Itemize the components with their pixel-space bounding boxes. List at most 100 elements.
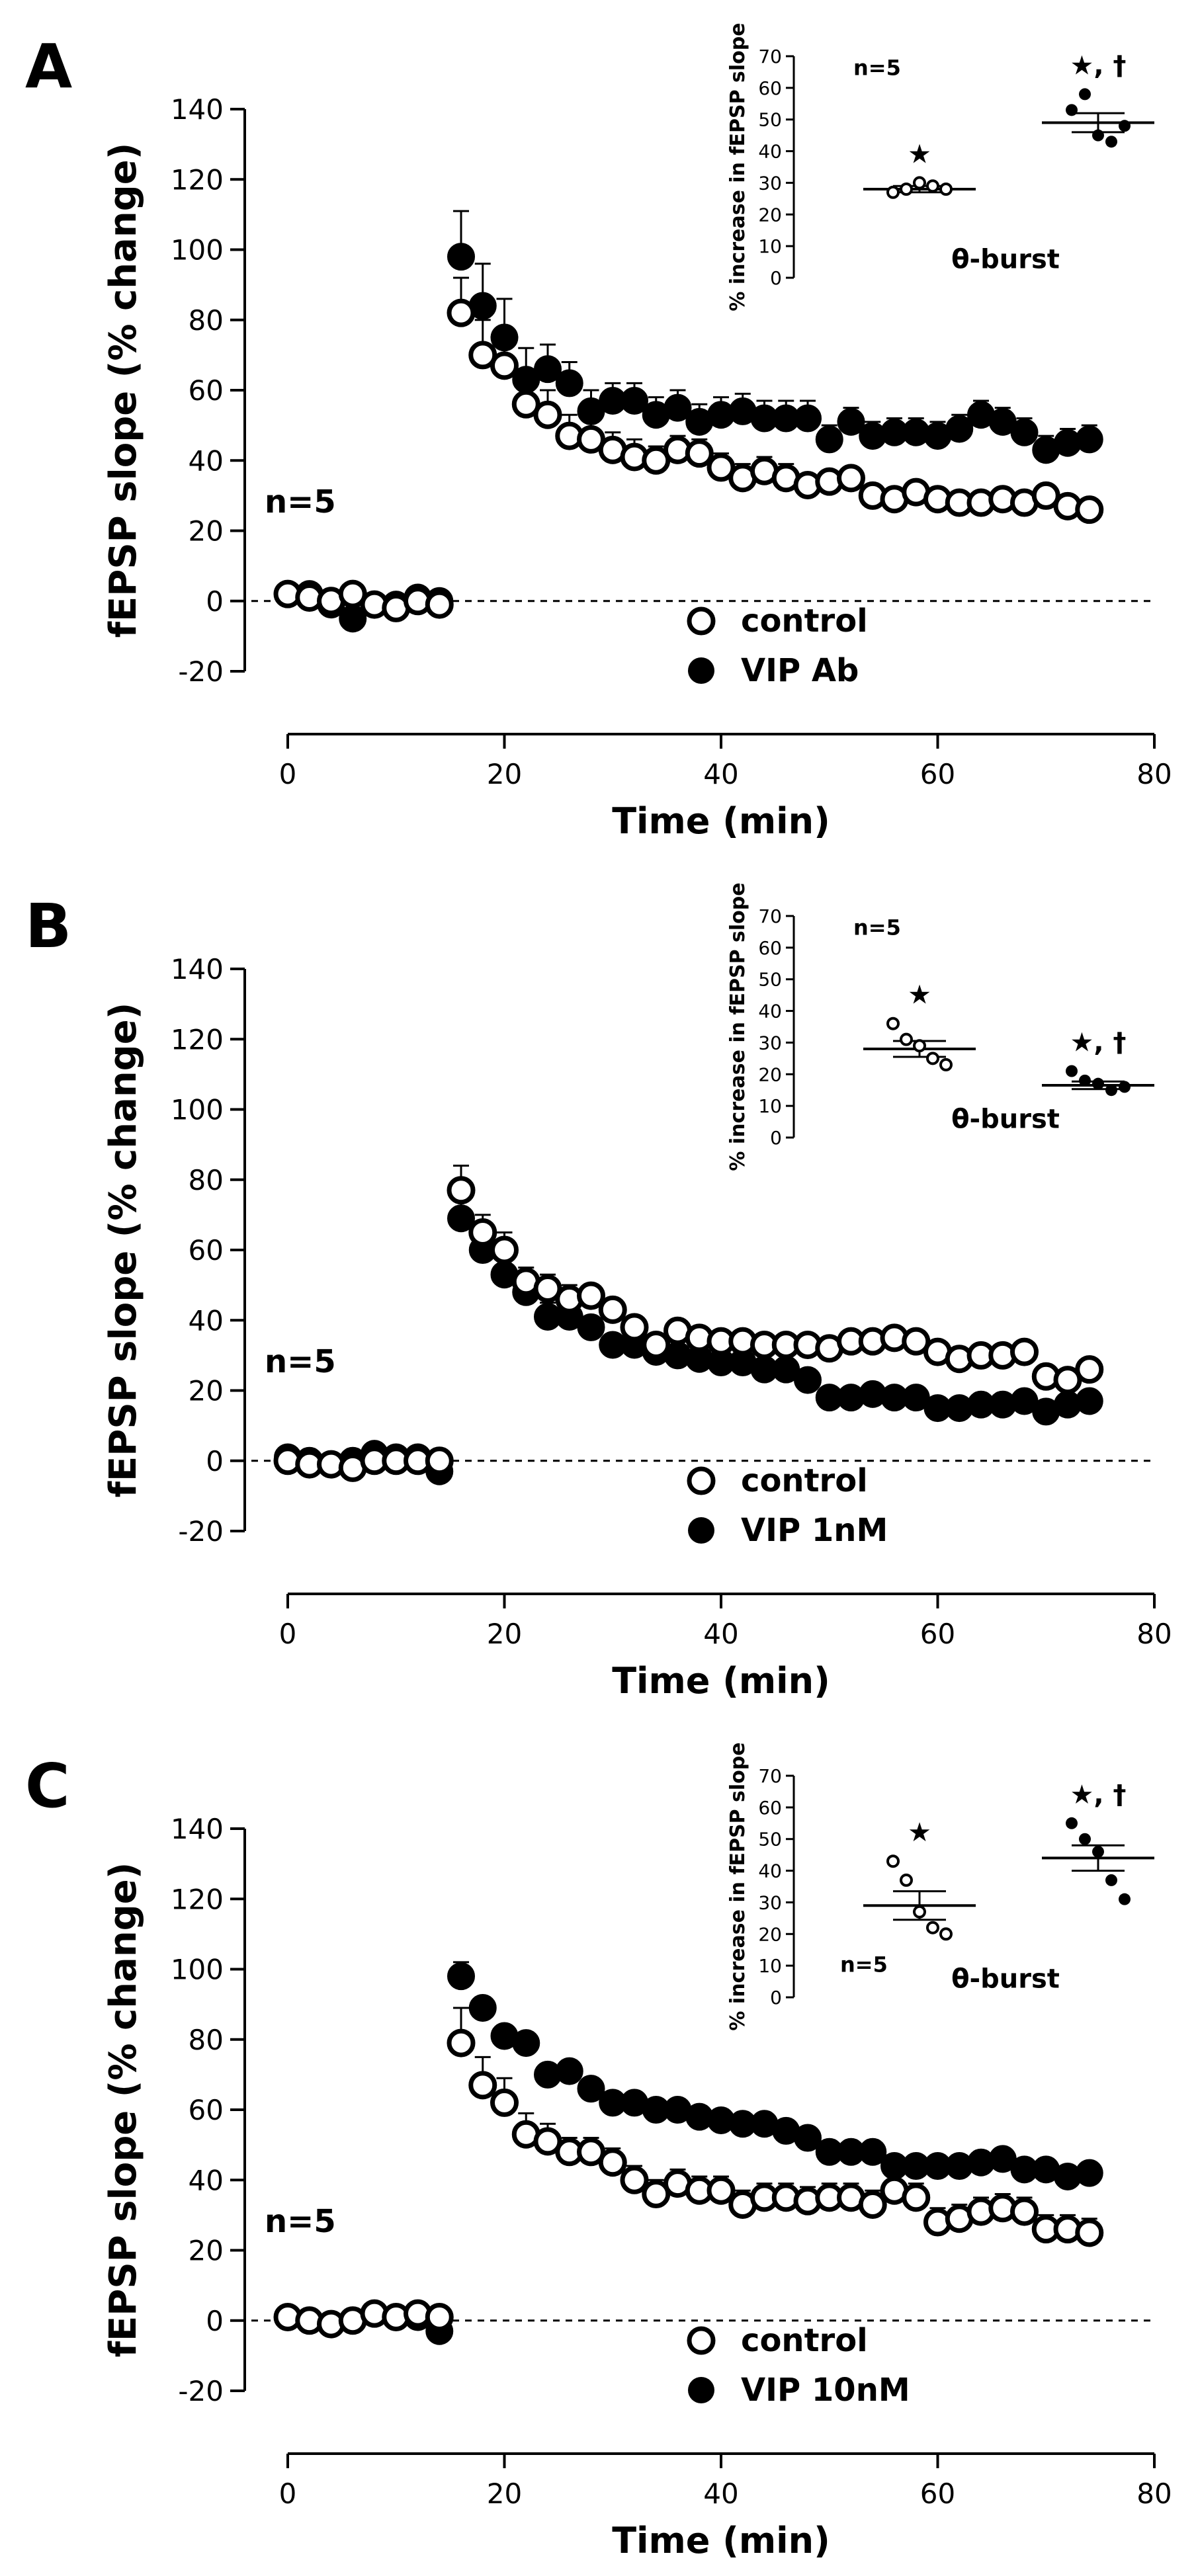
y-tick-label: 40 [189, 1304, 224, 1337]
inset-data-point [939, 1927, 953, 1941]
inset-data-point [1105, 1874, 1117, 1886]
inset-group-vip-10nm: ★, † [1042, 1780, 1154, 1905]
x-tick-label: 20 [487, 2477, 522, 2510]
data-point [642, 446, 671, 475]
data-point [1053, 1366, 1082, 1395]
data-point [837, 407, 865, 436]
inset-significance-label: ★, † [1070, 1780, 1127, 1810]
data-point [1075, 425, 1103, 454]
y-tick-label: 0 [206, 1445, 224, 1477]
legend: control VIP 10nM [687, 2322, 910, 2409]
inset-data-point [1105, 1084, 1117, 1097]
inset-y-tick-label: 40 [758, 141, 782, 163]
data-point [447, 1176, 476, 1205]
y-tick-label: 100 [171, 1094, 224, 1126]
inset-y-tick-label: 10 [758, 1095, 782, 1117]
data-point [598, 1295, 627, 1324]
inset-x-label: θ-burst [951, 1964, 1060, 1995]
inset-x-label: θ-burst [951, 1104, 1060, 1135]
data-point [468, 341, 497, 370]
x-axis-label: Time (min) [612, 800, 830, 842]
inset-data-point [886, 1854, 900, 1868]
inset-y-tick-label: 60 [758, 1797, 782, 1819]
inset-y-tick-label: 70 [758, 905, 782, 927]
data-point [642, 2180, 671, 2208]
data-point [620, 386, 648, 415]
inset-y-tick-label: 0 [770, 1127, 782, 1149]
x-tick-label: 80 [1136, 758, 1172, 790]
inset-significance-label: ★ [908, 980, 931, 1011]
data-point [425, 1446, 454, 1475]
inset-data-point [1092, 1845, 1104, 1858]
y-tick-label: -20 [178, 1515, 224, 1548]
data-point [685, 439, 714, 468]
data-point [468, 1993, 497, 2022]
inset-y-tick-label: 70 [758, 46, 782, 67]
x-tick-label: 60 [920, 2477, 955, 2510]
data-point [490, 2088, 519, 2117]
data-point [794, 1366, 822, 1394]
data-point [447, 2028, 476, 2057]
inset-group-control: ★ [863, 1817, 976, 1941]
data-point [425, 590, 454, 619]
series-control [273, 276, 1104, 622]
inset-group-vip-1nm: ★, † [1042, 1028, 1154, 1097]
data-point [1075, 2218, 1104, 2247]
data-point [837, 464, 865, 493]
inset-data-point [939, 1058, 953, 1071]
inset-y-axis-label: % increase in fEPSP slope [726, 22, 749, 311]
inset-data-point [913, 176, 926, 190]
y-tick-label: 100 [171, 234, 224, 267]
data-point [533, 1274, 562, 1303]
data-point [490, 1235, 519, 1265]
data-point [577, 2138, 605, 2167]
data-point [1010, 418, 1039, 446]
data-point [512, 2029, 540, 2057]
inset-data-point [926, 1052, 939, 1065]
inset-data-point [926, 1921, 939, 1934]
data-point [447, 298, 476, 327]
y-tick-label: 140 [171, 1813, 224, 1845]
inset-n-label: n=5 [853, 56, 901, 81]
y-tick-label: 80 [189, 304, 224, 337]
y-tick-label: 0 [206, 2305, 224, 2337]
inset-data-point [1119, 1081, 1131, 1093]
y-tick-label: -20 [178, 2375, 224, 2407]
data-point [425, 2302, 454, 2331]
inset-y-axis-label: % increase in fEPSP slope [726, 882, 749, 1171]
inset-data-point [1066, 104, 1078, 116]
inset-y-tick-label: 50 [758, 1829, 782, 1850]
x-axis-label: Time (min) [612, 2520, 830, 2561]
data-point [1075, 1387, 1103, 1415]
data-point [577, 1281, 605, 1310]
legend-marker-open [687, 1466, 716, 1495]
y-axis-label: fEPSP slope (% change) [102, 1862, 145, 2358]
inset-significance-label: ★, † [1070, 50, 1127, 81]
legend: control VIP Ab [687, 602, 868, 689]
n-label: n=5 [265, 2203, 336, 2240]
inset-significance-label: ★, † [1070, 1028, 1127, 1058]
data-point [794, 404, 822, 433]
data-point [511, 390, 540, 419]
inset-group-control: ★ [863, 980, 976, 1071]
legend: control VIP 1nM [687, 1462, 888, 1549]
y-tick-label: 20 [189, 1375, 224, 1407]
n-label: n=5 [265, 483, 336, 520]
inset-y-tick-label: 30 [758, 172, 782, 194]
inset-y-tick-label: 50 [758, 109, 782, 131]
data-point [533, 400, 562, 429]
data-point [902, 1327, 931, 1356]
data-point [620, 1313, 649, 1342]
y-tick-label: 20 [189, 2235, 224, 2267]
panel-letter: A [25, 31, 72, 102]
data-point [902, 2183, 931, 2212]
panel-letter: B [25, 891, 71, 962]
inset-data-point [1105, 136, 1117, 148]
x-tick-label: 60 [920, 758, 955, 790]
inset-y-tick-label: 70 [758, 1765, 782, 1787]
x-tick-label: 0 [279, 758, 297, 790]
inset-data-point [1066, 1817, 1078, 1829]
